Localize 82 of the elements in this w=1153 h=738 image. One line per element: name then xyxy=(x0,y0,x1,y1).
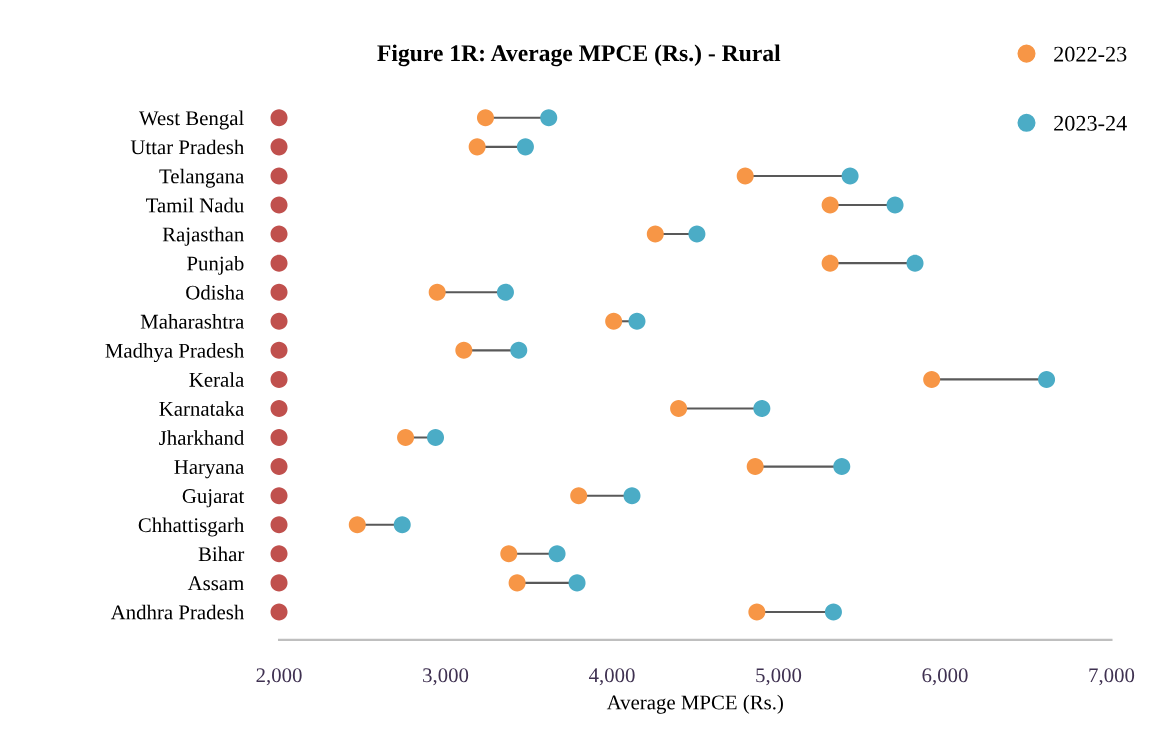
y-tick-label: Karnataka xyxy=(159,401,245,416)
x-tick-label: 7,000 xyxy=(1089,668,1135,686)
point xyxy=(270,196,288,214)
point xyxy=(688,225,706,243)
point xyxy=(476,109,494,127)
y-tick-label: Madhya Pradesh xyxy=(105,343,245,363)
point xyxy=(270,516,288,534)
point xyxy=(746,458,764,476)
x-tick-label: 4,000 xyxy=(588,668,635,686)
point xyxy=(886,196,904,214)
point xyxy=(468,138,486,156)
point xyxy=(548,545,566,563)
point xyxy=(348,516,366,534)
y-tick-label: Rajasthan xyxy=(162,226,244,246)
point xyxy=(646,225,664,243)
point xyxy=(906,254,924,272)
point xyxy=(270,603,288,621)
point xyxy=(510,341,528,359)
point xyxy=(736,167,754,185)
y-tick-label: Jharkhand xyxy=(159,430,245,445)
y-tick-label: Maharashtra xyxy=(140,314,245,329)
y-tick-label: Kerala xyxy=(189,372,245,387)
y-tick-label: Chhattisgarh xyxy=(138,517,245,537)
point xyxy=(455,341,473,359)
point xyxy=(270,254,288,272)
point xyxy=(500,545,518,563)
point xyxy=(270,399,288,417)
x-tick-label: 6,000 xyxy=(922,668,968,686)
y-tick-label: Gujarat xyxy=(182,489,245,508)
point xyxy=(270,283,288,301)
legend-label: 2023-24 xyxy=(1054,115,1127,131)
point xyxy=(516,138,534,156)
point xyxy=(270,341,288,359)
point xyxy=(753,399,771,417)
y-tick-label: Assam xyxy=(187,576,244,591)
point xyxy=(393,516,411,534)
point xyxy=(833,458,851,476)
y-tick-label: Uttar Pradesh xyxy=(130,139,245,155)
x-tick-label: 5,000 xyxy=(756,668,802,686)
point xyxy=(540,109,558,127)
point xyxy=(270,487,288,505)
point xyxy=(570,487,588,505)
point xyxy=(821,254,839,272)
point xyxy=(568,574,586,592)
point xyxy=(428,283,446,301)
y-tick-label: Tamil Nadu xyxy=(146,197,244,213)
point xyxy=(270,574,288,592)
point xyxy=(1038,370,1056,388)
y-tick-label: West Bengal xyxy=(138,110,244,130)
y-tick-label: Odisha xyxy=(186,284,245,300)
point xyxy=(923,370,941,388)
y-tick-label: Andhra Pradesh xyxy=(110,604,245,620)
point xyxy=(397,429,415,447)
point xyxy=(427,429,445,447)
chart-title: Figure 1R: Average MPCE (Rs.) - Rural xyxy=(377,44,781,67)
point xyxy=(623,487,641,505)
point xyxy=(270,545,288,563)
point xyxy=(824,603,842,621)
point xyxy=(628,312,646,330)
point xyxy=(270,138,288,156)
y-tick-label: Telangana xyxy=(159,168,245,188)
point xyxy=(270,370,288,388)
point xyxy=(821,196,839,214)
x-axis-title: Average MPCE (Rs.) xyxy=(606,694,783,714)
point xyxy=(270,167,288,185)
y-tick-label: Haryana xyxy=(174,460,245,479)
point xyxy=(605,312,623,330)
y-tick-label: Punjab xyxy=(187,255,244,275)
point xyxy=(496,283,514,301)
point xyxy=(670,399,688,417)
point xyxy=(270,458,288,476)
point xyxy=(841,167,859,185)
point xyxy=(508,574,526,592)
point xyxy=(270,429,288,447)
point xyxy=(270,109,288,127)
point xyxy=(270,225,288,243)
point xyxy=(748,603,766,621)
point xyxy=(270,312,288,330)
x-tick-label: 3,000 xyxy=(423,668,469,686)
legend-label: 2022-23 xyxy=(1054,46,1127,62)
x-tick-label: 2,000 xyxy=(256,668,302,686)
y-tick-label: Bihar xyxy=(198,546,245,562)
